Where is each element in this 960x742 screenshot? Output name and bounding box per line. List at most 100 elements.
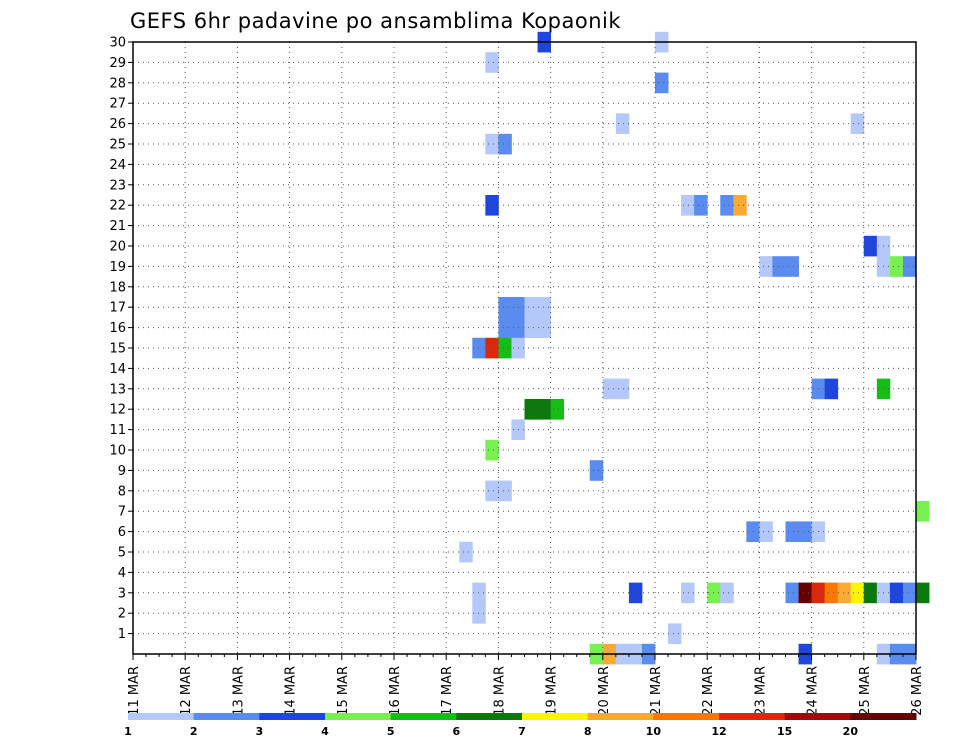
heatmap-cell [837, 582, 852, 604]
heatmap-cell [524, 399, 538, 420]
heatmap-cell [589, 460, 604, 481]
legend-label: 20 [843, 725, 859, 738]
y-tick-label: 9 [118, 464, 126, 479]
heatmap-cell [485, 133, 499, 155]
heatmap-cell [889, 256, 904, 277]
heatmap-cell [628, 582, 643, 604]
heatmap-cell [798, 521, 812, 542]
legend-swatch [653, 713, 720, 720]
legend-swatch [850, 713, 917, 720]
x-tick-label: 20 MAR [597, 666, 612, 716]
heatmap-cell [498, 480, 512, 502]
x-tick-label: 24 MAR [806, 666, 821, 716]
heatmap-cell [537, 297, 551, 318]
y-tick-label: 3 [118, 586, 126, 601]
heatmap-cell [916, 501, 930, 522]
heatmap-cell [459, 541, 473, 563]
x-tick-label: 15 MAR [336, 666, 351, 716]
y-tick-label: 13 [109, 382, 126, 397]
x-tick-label: 16 MAR [388, 666, 403, 716]
legend-swatch [325, 713, 392, 720]
heatmap-cell [850, 582, 865, 604]
y-tick-label: 12 [109, 403, 126, 418]
y-tick-label: 18 [109, 280, 126, 295]
heatmap-cell [472, 582, 486, 604]
legend-label: 15 [777, 725, 792, 738]
legend-label: 10 [646, 725, 662, 738]
x-tick-label: 21 MAR [649, 666, 664, 716]
grid-lines [133, 41, 916, 654]
heatmap-cell [524, 317, 538, 338]
y-tick-label: 4 [118, 566, 126, 581]
y-tick-label: 30 [109, 36, 126, 51]
y-tick-label: 16 [109, 321, 126, 336]
heatmap-cell [550, 399, 565, 420]
heatmap-cell [863, 582, 878, 604]
legend-label: 1 [124, 725, 132, 738]
y-tick-label: 29 [109, 56, 126, 71]
y-tick-label: 26 [109, 117, 126, 132]
legend-label: 6 [453, 725, 461, 738]
y-tick-label: 8 [118, 484, 126, 499]
heatmap-cell [916, 582, 930, 604]
heatmap-cell [655, 72, 669, 94]
legend-label: 2 [190, 725, 198, 738]
heatmap-cell [485, 480, 499, 502]
heatmap-cell [785, 582, 799, 604]
heatmap-cell [485, 337, 499, 359]
legend-label: 7 [518, 725, 526, 738]
heatmap-cell [863, 235, 878, 257]
y-tick-label: 28 [109, 76, 126, 91]
heatmap-cell [485, 195, 499, 216]
x-tick-label: 23 MAR [753, 666, 768, 716]
legend-swatch [128, 713, 195, 720]
heatmap-cell [472, 337, 486, 359]
heatmap-cell [798, 582, 812, 604]
x-tick-label: 26 MAR [910, 666, 925, 716]
heatmap-cell [498, 297, 512, 318]
legend-label: 5 [387, 725, 395, 738]
heatmap-cell [902, 582, 917, 604]
heatmap-cell [824, 378, 839, 400]
legend-label: 12 [711, 725, 726, 738]
y-tick-label: 11 [109, 423, 126, 438]
y-tick-label: 5 [118, 546, 126, 561]
x-tick-label: 17 MAR [440, 666, 455, 716]
heatmap-cell [602, 378, 617, 400]
heatmap-cell [902, 256, 917, 277]
legend-label: 4 [321, 725, 329, 738]
y-tick-label: 22 [109, 199, 126, 214]
y-tick-label: 15 [109, 342, 126, 357]
y-tick-label: 19 [109, 260, 126, 275]
x-tick-label: 12 MAR [179, 666, 194, 716]
heatmap-cell [681, 582, 695, 604]
y-tick-label: 27 [109, 97, 126, 112]
heatmap-cell [485, 439, 499, 461]
legend-swatch [719, 713, 786, 720]
heatmap-cell [733, 195, 747, 216]
y-tick-label: 2 [118, 607, 126, 622]
y-tick-label: 7 [118, 505, 126, 520]
heatmap-cell [615, 378, 630, 400]
heatmap-cell [759, 521, 773, 542]
legend-swatch [587, 713, 654, 720]
x-tick-label: 18 MAR [492, 666, 507, 716]
heatmap-cell [485, 52, 499, 73]
x-tick-label: 13 MAR [231, 666, 246, 716]
heatmap-cell [694, 195, 708, 216]
heatmap-cells [459, 31, 930, 665]
heatmap-cell [720, 195, 734, 216]
heatmap-cell [850, 113, 865, 134]
heatmap-cell [472, 603, 486, 624]
heatmap-cell [824, 582, 839, 604]
x-tick-label: 19 MAR [545, 666, 560, 716]
chart-title: GEFS 6hr padavine po ansamblima Kopaonik [130, 9, 621, 33]
color-legend: 1 2 3 4 5 6 7 8 10 12 15 20 [124, 713, 917, 738]
x-tick-label: 22 MAR [701, 666, 716, 716]
y-tick-label: 14 [109, 362, 126, 377]
heatmap-cell [537, 317, 551, 338]
heatmap-cell [524, 297, 538, 318]
heatmap-cell [537, 399, 551, 420]
heatmap-cell [720, 582, 734, 604]
y-tick-label: 10 [109, 444, 126, 459]
